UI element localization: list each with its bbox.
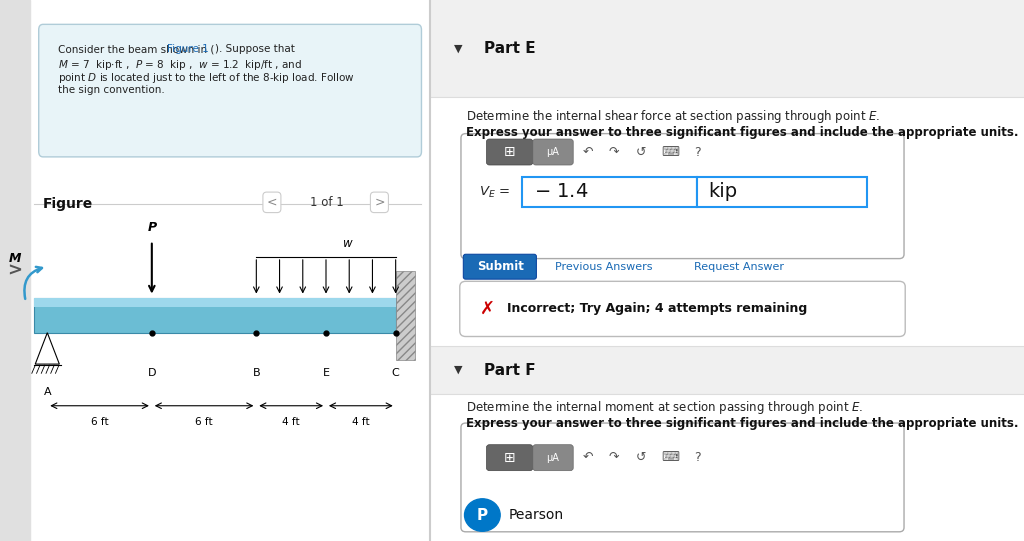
FancyBboxPatch shape (522, 177, 697, 207)
Text: Part E: Part E (483, 41, 536, 56)
Text: C: C (392, 368, 399, 378)
Text: ▼: ▼ (454, 44, 463, 54)
Text: μA: μA (547, 147, 559, 157)
Bar (430, 346, 1024, 394)
Text: w: w (343, 237, 352, 250)
Text: Pearson: Pearson (509, 508, 563, 522)
Text: ↶: ↶ (583, 451, 593, 464)
Text: ⌨: ⌨ (662, 451, 680, 464)
FancyBboxPatch shape (532, 139, 573, 165)
Text: <: < (266, 196, 278, 209)
Text: Figure 1: Figure 1 (167, 44, 209, 54)
Text: 1 of 1: 1 of 1 (309, 196, 343, 209)
Text: ↶: ↶ (583, 146, 593, 159)
Text: ▼: ▼ (454, 365, 463, 375)
Text: $-$ 1.4: $-$ 1.4 (535, 182, 589, 201)
Text: >: > (7, 261, 23, 280)
Text: P: P (477, 507, 487, 523)
FancyBboxPatch shape (39, 24, 422, 157)
Text: ⌨: ⌨ (662, 146, 680, 159)
Text: μA: μA (547, 453, 559, 463)
Text: B: B (253, 368, 260, 378)
FancyBboxPatch shape (460, 281, 905, 337)
Text: ?: ? (694, 146, 700, 159)
Text: $V_E$ =: $V_E$ = (479, 184, 510, 200)
FancyBboxPatch shape (486, 139, 532, 165)
Bar (430, 0, 1024, 97)
Bar (0, 0, 30, 541)
Text: ↺: ↺ (636, 146, 646, 159)
Text: ↷: ↷ (609, 146, 620, 159)
Text: Incorrect; Try Again; 4 attempts remaining: Incorrect; Try Again; 4 attempts remaini… (507, 302, 808, 315)
Text: Previous Answers: Previous Answers (555, 262, 652, 272)
Text: Determine the internal moment at section passing through point $E$.: Determine the internal moment at section… (466, 399, 863, 416)
Text: ↺: ↺ (636, 451, 646, 464)
Text: ). Suppose that: ). Suppose that (215, 44, 295, 54)
Text: Submit: Submit (477, 260, 523, 273)
Text: kip: kip (708, 182, 737, 201)
FancyBboxPatch shape (461, 423, 904, 532)
Text: ⊞: ⊞ (504, 145, 515, 159)
Text: 4 ft: 4 ft (352, 417, 370, 426)
FancyBboxPatch shape (532, 445, 573, 471)
Text: $M$ = 7  kip$\cdot$ft ,  $P$ = 8  kip ,  $w$ = 1.2  kip/ft , and: $M$ = 7 kip$\cdot$ft , $P$ = 8 kip , $w$… (58, 58, 302, 72)
Bar (395, 270, 415, 360)
Text: Express your answer to three significant figures and include the appropriate uni: Express your answer to three significant… (466, 417, 1018, 430)
Text: A: A (43, 387, 51, 397)
Text: 6 ft: 6 ft (91, 417, 109, 426)
Text: ?: ? (694, 451, 700, 464)
Text: >: > (374, 196, 385, 209)
Text: Figure: Figure (43, 197, 93, 211)
Text: D: D (147, 368, 156, 378)
FancyBboxPatch shape (697, 177, 866, 207)
Bar (35, 298, 395, 307)
Text: ⊞: ⊞ (504, 451, 515, 465)
FancyBboxPatch shape (486, 445, 532, 471)
Text: ↷: ↷ (609, 451, 620, 464)
Text: P: P (147, 221, 157, 234)
Text: E: E (323, 368, 330, 378)
Bar (35, 298, 395, 333)
Text: 6 ft: 6 ft (196, 417, 213, 426)
Text: ✗: ✗ (480, 300, 496, 318)
Text: point $D$ is located just to the left of the 8-kip load. Follow: point $D$ is located just to the left of… (58, 71, 355, 85)
Text: Part F: Part F (483, 362, 536, 378)
Polygon shape (35, 333, 59, 364)
Text: Consider the beam shown in (: Consider the beam shown in ( (58, 44, 214, 54)
FancyBboxPatch shape (463, 254, 537, 279)
Text: M: M (9, 252, 22, 265)
Text: Request Answer: Request Answer (694, 262, 784, 272)
FancyBboxPatch shape (461, 134, 904, 259)
Text: Determine the internal shear force at section passing through point $E$.: Determine the internal shear force at se… (466, 108, 881, 125)
Text: the sign convention.: the sign convention. (58, 85, 165, 95)
Text: Express your answer to three significant figures and include the appropriate uni: Express your answer to three significant… (466, 126, 1018, 138)
Circle shape (465, 499, 500, 531)
Text: 4 ft: 4 ft (283, 417, 300, 426)
